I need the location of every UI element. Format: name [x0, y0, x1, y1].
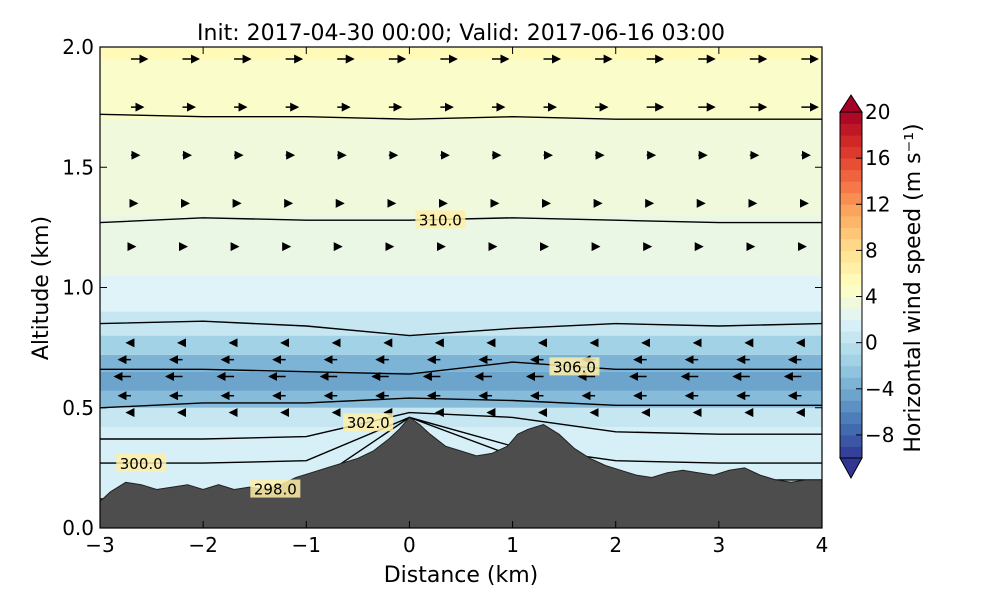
colorbar-segment	[840, 354, 862, 367]
contour-line-7	[100, 113, 822, 120]
contour-label-bg	[549, 357, 600, 376]
colorbar-segment	[840, 112, 862, 125]
x-tick-label: 4	[816, 533, 829, 557]
contour-labels: 298.0 300.0 302.0 306.0 310.0	[116, 210, 600, 499]
colorbar-segment	[840, 434, 862, 447]
y-tick-label: 1.5	[62, 155, 94, 179]
colorbar-segment	[840, 273, 862, 286]
colorbar-segment	[840, 192, 862, 205]
colorbar-tick-label: 4	[865, 285, 878, 309]
contour-label-bg	[116, 454, 167, 473]
colorbar-segment	[840, 400, 862, 413]
colorbar-segment	[840, 446, 862, 459]
colorbar-tick-label: 20	[865, 100, 890, 124]
colorbar-tick-label: −4	[865, 377, 894, 401]
y-tick-label: 0.5	[62, 396, 94, 420]
terrain-layer	[100, 416, 822, 528]
x-tick-label: 2	[609, 533, 622, 557]
contour-label-bg	[343, 413, 394, 432]
wind-band-3	[100, 371, 822, 391]
x-tick-label: −2	[188, 533, 217, 557]
x-tick-label: 1	[506, 533, 519, 557]
y-tick-label: 1.0	[62, 276, 94, 300]
terrain	[100, 416, 822, 528]
wind-band-1	[100, 407, 822, 427]
colorbar-segment	[840, 181, 862, 194]
contour-label-310.0: 310.0	[419, 211, 462, 229]
x-axis-ticks: −3 −2 −1 0 1 2 3 4	[85, 47, 828, 557]
x-tick-label: 3	[712, 533, 725, 557]
contour-label-302.0: 302.0	[347, 414, 390, 432]
colorbar-segment	[840, 261, 862, 274]
colorbar-segment	[840, 423, 862, 436]
contour-label-298.0: 298.0	[254, 481, 297, 499]
y-tick-label: 0.0	[62, 516, 94, 540]
colorbar-segment	[840, 135, 862, 148]
colorbar-segment	[840, 331, 862, 344]
colorbar-extend-max	[839, 94, 863, 113]
contour-label-306.0: 306.0	[553, 358, 596, 376]
colorbar-tick-label: 0	[865, 331, 878, 355]
wind-band-11	[100, 47, 822, 60]
x-axis-label: Distance (km)	[384, 563, 539, 588]
colorbar-tick-label: 12	[865, 192, 890, 216]
x-tick-label: 0	[403, 533, 416, 557]
wind-band-7	[100, 275, 822, 312]
colorbar-segment	[840, 411, 862, 424]
colorbar-segment	[840, 158, 862, 171]
colorbar-segment	[840, 169, 862, 182]
y-tick-label: 2.0	[62, 35, 94, 59]
contour-line-2	[100, 411, 822, 440]
colorbar-segment	[840, 308, 862, 321]
colorbar-label: Horizontal wind speed (m s⁻¹)	[901, 123, 926, 452]
colorbar-segment	[840, 250, 862, 263]
contour-label-bg	[415, 210, 466, 229]
contour-label-bg	[250, 479, 301, 498]
colorbar: −8 −4 0 4 8 12 16 20	[839, 94, 894, 480]
contour-line-1	[100, 416, 822, 464]
colorbar-segment	[840, 227, 862, 240]
wind-band-9	[100, 119, 822, 216]
x-tick-label: −3	[85, 533, 114, 557]
contour-line-5	[100, 320, 822, 337]
x-tick-label: −1	[292, 533, 321, 557]
wind-band-5	[100, 335, 822, 355]
y-axis-label: Altitude (km)	[29, 216, 54, 360]
wind-vectors	[113, 54, 819, 418]
colorbar-segment	[840, 365, 862, 378]
y-axis-ticks: 0.0 0.5 1.0 1.5 2.0	[62, 35, 822, 540]
colorbar-segment	[840, 204, 862, 217]
colorbar-segment	[840, 238, 862, 251]
colorbar-segment	[840, 296, 862, 309]
wind-band-10	[100, 59, 822, 120]
colorbar-tick-label: −8	[865, 423, 894, 447]
colorbar-frame	[839, 111, 863, 459]
colorbar-segment	[840, 285, 862, 298]
colorbar-tick-label: 8	[865, 238, 878, 262]
chart-title: Init: 2017-04-30 00:00; Valid: 2017-06-1…	[197, 21, 725, 46]
colorbar-segment	[840, 146, 862, 159]
colorbar-segment	[840, 215, 862, 228]
colorbar-segment	[840, 377, 862, 390]
colorbar-extend-min	[839, 457, 863, 480]
colorbar-segment	[840, 123, 862, 136]
colorbar-segment	[840, 388, 862, 401]
colorbar-tick-label: 16	[865, 146, 890, 170]
plot-area: 298.0 300.0 302.0 306.0 310.0	[100, 47, 822, 528]
contour-line-4	[100, 361, 822, 375]
contour-label-300.0: 300.0	[120, 455, 163, 473]
contour-line-3	[100, 397, 822, 409]
colorbar-segment	[840, 319, 862, 332]
colorbar-segment	[840, 342, 862, 355]
